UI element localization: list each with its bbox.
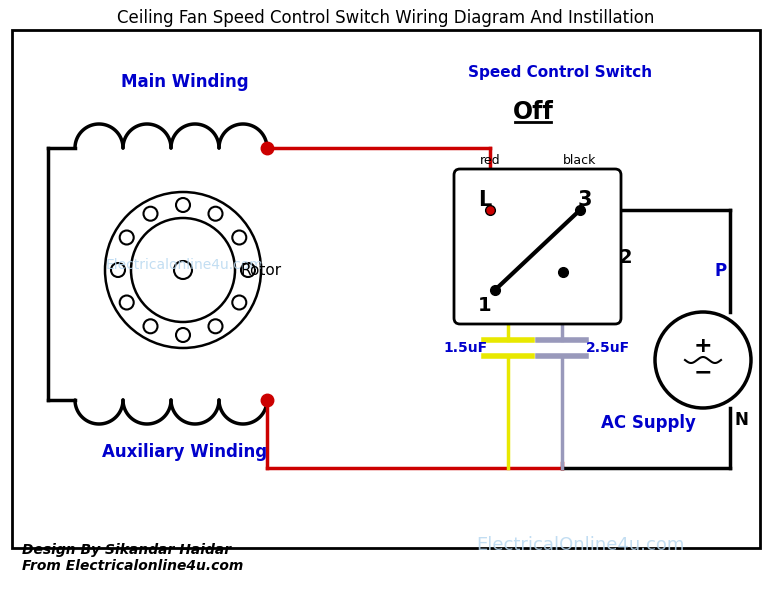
Text: 2.5uF: 2.5uF: [586, 341, 630, 355]
Text: Speed Control Switch: Speed Control Switch: [468, 65, 652, 80]
Text: L: L: [479, 190, 492, 210]
Text: AC Supply: AC Supply: [601, 414, 696, 432]
FancyBboxPatch shape: [454, 169, 621, 324]
Text: Main Winding: Main Winding: [121, 73, 249, 91]
Bar: [12, 30, 760, 548]
Text: 2: 2: [618, 248, 631, 267]
Text: 3: 3: [577, 190, 592, 210]
Text: ElectricalOnline4u.com: ElectricalOnline4u.com: [476, 536, 684, 554]
Text: +: +: [694, 336, 713, 356]
Text: Off: Off: [513, 100, 554, 124]
Text: Electricalonline4u.com: Electricalonline4u.com: [466, 258, 624, 272]
Text: P: P: [715, 262, 727, 280]
Text: Electricalonline4u.com: Electricalonline4u.com: [106, 258, 264, 272]
Text: red: red: [479, 154, 500, 167]
Text: Design By Sikandar Haidar: Design By Sikandar Haidar: [22, 543, 231, 557]
Text: From Electricalonline4u.com: From Electricalonline4u.com: [22, 559, 243, 573]
Text: Rotor: Rotor: [241, 263, 282, 277]
Text: N: N: [735, 411, 749, 429]
Text: Auxiliary Winding: Auxiliary Winding: [103, 443, 268, 461]
Text: black: black: [564, 154, 597, 167]
Text: −: −: [694, 362, 713, 382]
Text: Ceiling Fan Speed Control Switch Wiring Diagram And Instillation: Ceiling Fan Speed Control Switch Wiring …: [117, 9, 655, 27]
Text: 1: 1: [478, 296, 492, 315]
Text: 1.5uF: 1.5uF: [444, 341, 488, 355]
